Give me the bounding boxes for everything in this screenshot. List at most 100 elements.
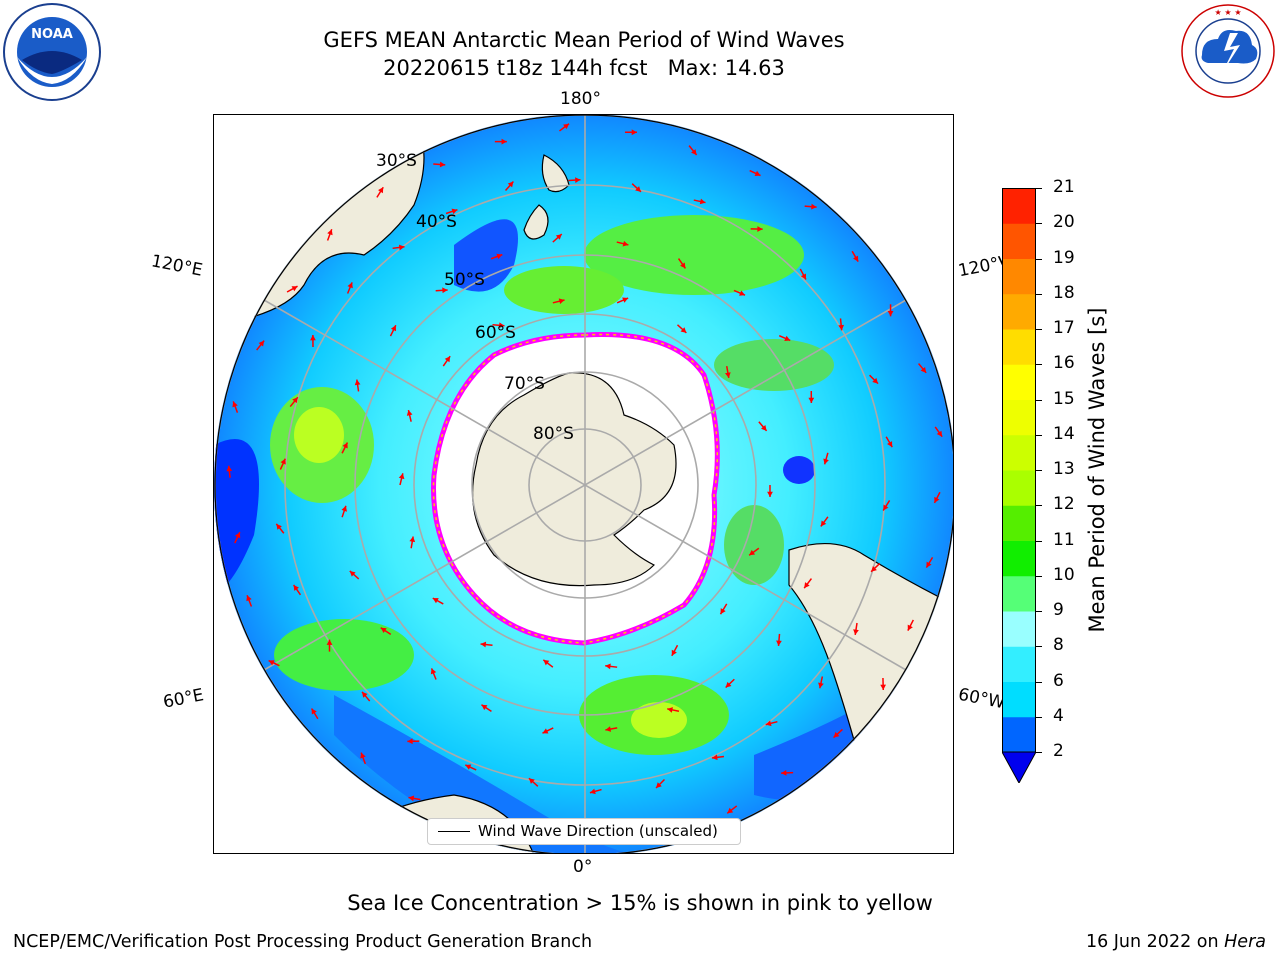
- colorbar-tick-label: 6: [1053, 670, 1064, 691]
- wind-wave-arrow-head: [276, 523, 282, 530]
- wind-wave-arrow-head: [558, 298, 565, 305]
- footer-date-text: 16 Jun 2022 on: [1085, 932, 1225, 952]
- wind-wave-arrow-head: [341, 505, 347, 512]
- colorbar-segment: [1002, 188, 1036, 224]
- wind-wave-arrow-head: [543, 659, 550, 666]
- wind-wave-arrow-head: [622, 297, 629, 303]
- wind-wave-arrow-head: [631, 129, 637, 136]
- wind-wave-arrow-head: [800, 273, 806, 280]
- wind-wave-arrow-head: [327, 229, 333, 236]
- wind-wave-arrow-head: [720, 608, 726, 615]
- wind-wave-arrow-head: [528, 778, 535, 784]
- colorbar-segment: [1002, 329, 1036, 365]
- lon-label-120e: 120°E: [149, 251, 205, 281]
- wind-wave-arrow-head: [451, 208, 458, 215]
- wind-wave-arrow-head: [883, 504, 889, 511]
- wind-wave-arrow-head: [680, 262, 686, 269]
- wind-wave-arrow-head: [406, 410, 413, 416]
- wind-wave-arrow-head: [833, 731, 840, 738]
- wind-wave-arrow-head: [699, 198, 706, 205]
- wind-wave-arrow-head: [920, 366, 927, 373]
- wind-wave-arrow-head: [926, 561, 932, 568]
- wind-wave-arrow-head: [605, 726, 612, 732]
- colorbar-tick-mark: [1036, 540, 1042, 542]
- wind-wave-arrow-head: [498, 322, 505, 329]
- wind-wave-arrow-head: [934, 496, 940, 503]
- wind-wave-arrow-head: [760, 425, 767, 431]
- wind-wave-arrow-head: [349, 570, 356, 577]
- footer-host: Hera: [1224, 932, 1266, 952]
- wind-wave-arrow-head: [326, 639, 333, 645]
- colorbar-segment: [1002, 293, 1036, 330]
- wind-wave-arrow-head: [680, 327, 687, 333]
- lon-label-180: 180°: [560, 89, 601, 109]
- lat-label-60s: 60°S: [475, 323, 516, 343]
- wind-wave-arrow-head: [823, 458, 829, 465]
- colorbar-segment: [1002, 399, 1036, 436]
- wind-wave-arrow-head: [292, 397, 298, 404]
- wind-wave-arrow-head: [480, 641, 487, 648]
- wind-wave-arrow-head: [496, 253, 503, 260]
- wind-wave-arrow-head: [507, 181, 514, 188]
- colorbar-segment: [1002, 611, 1036, 647]
- colorbar-segment: [1002, 540, 1036, 577]
- wind-wave-arrow-head: [342, 442, 348, 449]
- wind-wave-arrow-head: [430, 668, 437, 675]
- colorbar-tick-label: 15: [1053, 388, 1075, 409]
- colorbar-tick-label: 8: [1053, 635, 1064, 656]
- wind-wave-arrow-head: [749, 549, 756, 556]
- wind-wave-arrow-head: [754, 170, 761, 176]
- colorbar-tick-label: 2: [1053, 741, 1064, 761]
- wind-wave-arrow-head: [820, 520, 827, 527]
- wind-wave-arrow-head: [232, 401, 238, 408]
- colorbar-tick-mark: [1036, 364, 1042, 366]
- wind-wave-arrow-head: [838, 324, 845, 331]
- map-legend: Wind Wave Direction (unscaled): [427, 818, 741, 845]
- colorbar-segment: [1002, 434, 1036, 471]
- wind-wave-arrow-head: [432, 598, 439, 604]
- wind-wave-arrow-head: [360, 752, 366, 759]
- colorbar-tick-mark: [1036, 646, 1042, 648]
- lon-label-60e: 60°E: [161, 685, 206, 713]
- colorbar-tick-mark: [1036, 470, 1042, 471]
- colorbar-segment: [1002, 646, 1036, 682]
- colorbar-title: Mean Period of Wind Waves [s]: [1085, 307, 1109, 633]
- wind-wave-arrow-head: [635, 186, 641, 192]
- colorbar-segment: [1002, 716, 1036, 753]
- colorbar-tick-label: 10: [1053, 564, 1075, 585]
- colorbar-tick-mark: [1036, 399, 1042, 401]
- colorbar-tick-label: 11: [1053, 529, 1075, 550]
- colorbar-segment: [1002, 575, 1036, 612]
- lon-label-60w: 60°W: [956, 684, 1007, 714]
- colorbar-tick-label: 18: [1053, 282, 1075, 303]
- wind-wave-arrow-head: [880, 684, 886, 690]
- wind-wave-arrow-head: [727, 807, 734, 814]
- wind-wave-arrow-head: [409, 536, 416, 543]
- nws-logo: ★ ★ ★: [1178, 3, 1278, 99]
- wind-wave-arrow-head: [739, 290, 746, 296]
- lat-label-40s: 40°S: [416, 212, 457, 232]
- wind-wave-arrow-head: [781, 770, 787, 776]
- colorbar-tick-mark: [1036, 681, 1042, 683]
- colorbar-segment: [1002, 223, 1036, 259]
- colorbar-tick-label: 19: [1053, 247, 1075, 268]
- wind-wave-arrow-head: [936, 430, 943, 437]
- polar-map: [213, 114, 954, 854]
- wind-wave-arrow-head: [293, 584, 299, 591]
- wind-wave-arrow-head: [712, 754, 718, 761]
- lat-label-30s: 30°S: [376, 151, 417, 171]
- wind-wave-arrow-head: [872, 377, 879, 384]
- map-subtitle: 20220615 t18z 144h fcst Max: 14.63: [383, 56, 785, 80]
- colorbar-tick-mark: [1036, 293, 1042, 295]
- wind-wave-arrow-head: [887, 311, 894, 317]
- footer-branch: NCEP/EMC/Verification Post Processing Pr…: [13, 932, 593, 952]
- map-title: GEFS MEAN Antarctic Mean Period of Wind …: [323, 28, 845, 52]
- noaa-logo-text: NOAA: [31, 27, 73, 42]
- wind-wave-arrow-head: [804, 582, 810, 589]
- wind-wave-arrow-head: [280, 458, 286, 465]
- colorbar-frame: [1002, 188, 1036, 753]
- colorbar-tick-mark: [1036, 716, 1042, 718]
- svg-text:★ ★ ★: ★ ★ ★: [1214, 8, 1241, 17]
- wind-wave-arrow-head: [398, 244, 405, 251]
- wind-wave-arrow-head: [444, 356, 451, 363]
